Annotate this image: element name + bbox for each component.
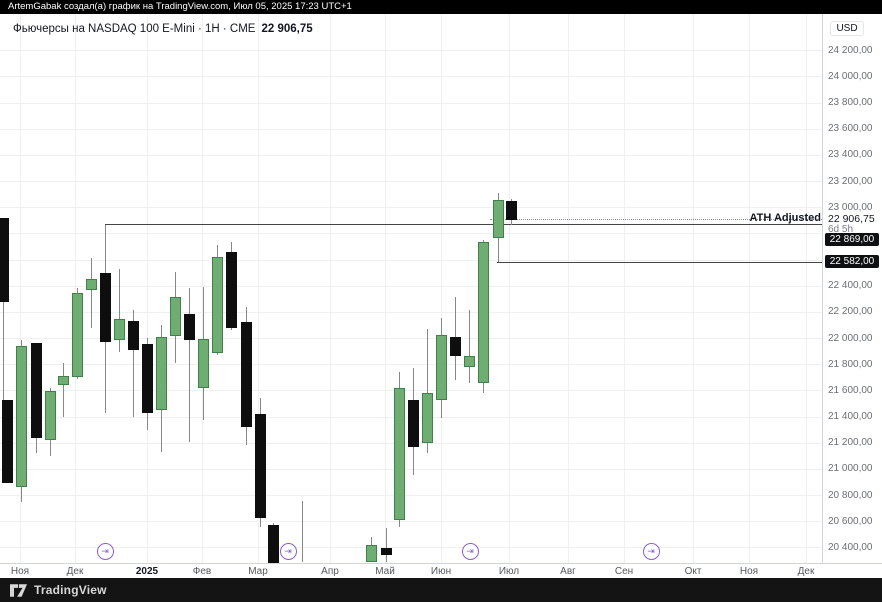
v-gridline bbox=[568, 14, 569, 563]
candle bbox=[380, 547, 392, 556]
v-gridline bbox=[693, 14, 694, 563]
ath-adjusted-label: ATH Adjusted bbox=[749, 212, 822, 224]
candle bbox=[127, 320, 139, 351]
candle bbox=[449, 337, 461, 357]
horizontal-ray-line[interactable] bbox=[105, 224, 822, 226]
h-gridline bbox=[0, 547, 822, 549]
h-gridline bbox=[0, 102, 822, 104]
h-gridline bbox=[0, 207, 822, 209]
horizontal-ray-line[interactable] bbox=[497, 261, 822, 263]
h-gridline bbox=[0, 495, 822, 497]
h-gridline bbox=[0, 128, 822, 130]
currency-usd-button[interactable]: USD bbox=[830, 21, 864, 36]
candle-wick bbox=[426, 328, 428, 454]
candle-wick bbox=[132, 309, 134, 418]
v-gridline bbox=[258, 14, 259, 563]
candle-wick bbox=[118, 269, 120, 353]
last-price-value: 22 906,75 bbox=[261, 23, 313, 35]
candle bbox=[99, 273, 111, 342]
candle bbox=[393, 387, 405, 520]
candle bbox=[30, 343, 42, 438]
h-gridline bbox=[0, 338, 822, 340]
h-gridline bbox=[0, 390, 822, 392]
h-gridline bbox=[0, 364, 822, 366]
candle bbox=[0, 218, 9, 302]
h-gridline bbox=[0, 181, 822, 183]
candle-wick bbox=[301, 500, 303, 563]
candle bbox=[225, 252, 237, 329]
candle bbox=[15, 345, 27, 488]
v-gridline bbox=[147, 14, 148, 563]
h-gridline bbox=[0, 259, 822, 261]
contract-roll-icon[interactable]: ⇥ bbox=[642, 542, 660, 560]
last-price-line bbox=[490, 219, 822, 221]
h-gridline bbox=[0, 285, 822, 287]
price-axis[interactable] bbox=[822, 14, 882, 578]
contract-roll-icon[interactable]: ⇥ bbox=[96, 542, 114, 560]
candle bbox=[197, 339, 209, 388]
h-gridline bbox=[0, 233, 822, 235]
h-gridline bbox=[0, 521, 822, 523]
v-gridline bbox=[806, 14, 807, 563]
h-gridline bbox=[0, 50, 822, 52]
candle bbox=[85, 279, 97, 291]
attribution-bar: ArtemGabak создал(а) график на TradingVi… bbox=[0, 0, 882, 14]
candle bbox=[1, 400, 13, 484]
footer-bar: TradingView bbox=[0, 578, 882, 602]
v-gridline bbox=[624, 14, 625, 563]
candle-wick bbox=[62, 362, 64, 418]
h-gridline bbox=[0, 311, 822, 313]
candle bbox=[492, 199, 504, 238]
contract-roll-icon[interactable]: ⇥ bbox=[279, 542, 297, 560]
candle bbox=[505, 201, 517, 220]
symbol-title: Фьючерсы на NASDAQ 100 E-Mini · 1Н · CME bbox=[13, 23, 256, 35]
symbol-legend[interactable]: Фьючерсы на NASDAQ 100 E-Mini · 1Н · CME… bbox=[13, 21, 313, 37]
v-gridline bbox=[509, 14, 510, 563]
candle-wick bbox=[90, 258, 92, 329]
candle-wick bbox=[385, 528, 387, 563]
tradingview-brand-text[interactable]: TradingView bbox=[34, 583, 107, 597]
candle-wick bbox=[468, 309, 470, 384]
v-gridline bbox=[75, 14, 76, 563]
candle bbox=[407, 400, 419, 448]
v-gridline bbox=[330, 14, 331, 563]
candle bbox=[113, 318, 125, 340]
candle bbox=[254, 413, 266, 518]
time-axis[interactable] bbox=[0, 563, 882, 578]
h-gridline bbox=[0, 468, 822, 470]
candle bbox=[421, 392, 433, 444]
candle bbox=[57, 375, 69, 386]
candle bbox=[477, 241, 489, 384]
tradingview-logo-icon[interactable] bbox=[10, 583, 27, 597]
candle-wick bbox=[2, 218, 4, 401]
h-gridline bbox=[0, 76, 822, 78]
candle bbox=[169, 297, 181, 336]
contract-roll-icon[interactable]: ⇥ bbox=[461, 542, 479, 560]
candle bbox=[267, 525, 279, 563]
candle bbox=[155, 337, 167, 410]
candle bbox=[141, 343, 153, 414]
v-gridline bbox=[20, 14, 21, 563]
candle bbox=[71, 292, 83, 378]
h-gridline bbox=[0, 154, 822, 156]
candle bbox=[435, 335, 447, 401]
candle bbox=[183, 314, 195, 340]
candle bbox=[240, 322, 252, 427]
v-gridline bbox=[385, 14, 386, 563]
v-gridline bbox=[441, 14, 442, 563]
candle bbox=[44, 390, 56, 440]
v-gridline bbox=[749, 14, 750, 563]
candle-wick bbox=[188, 288, 190, 442]
candle bbox=[463, 356, 475, 368]
candle bbox=[365, 545, 377, 563]
candle bbox=[211, 256, 223, 353]
